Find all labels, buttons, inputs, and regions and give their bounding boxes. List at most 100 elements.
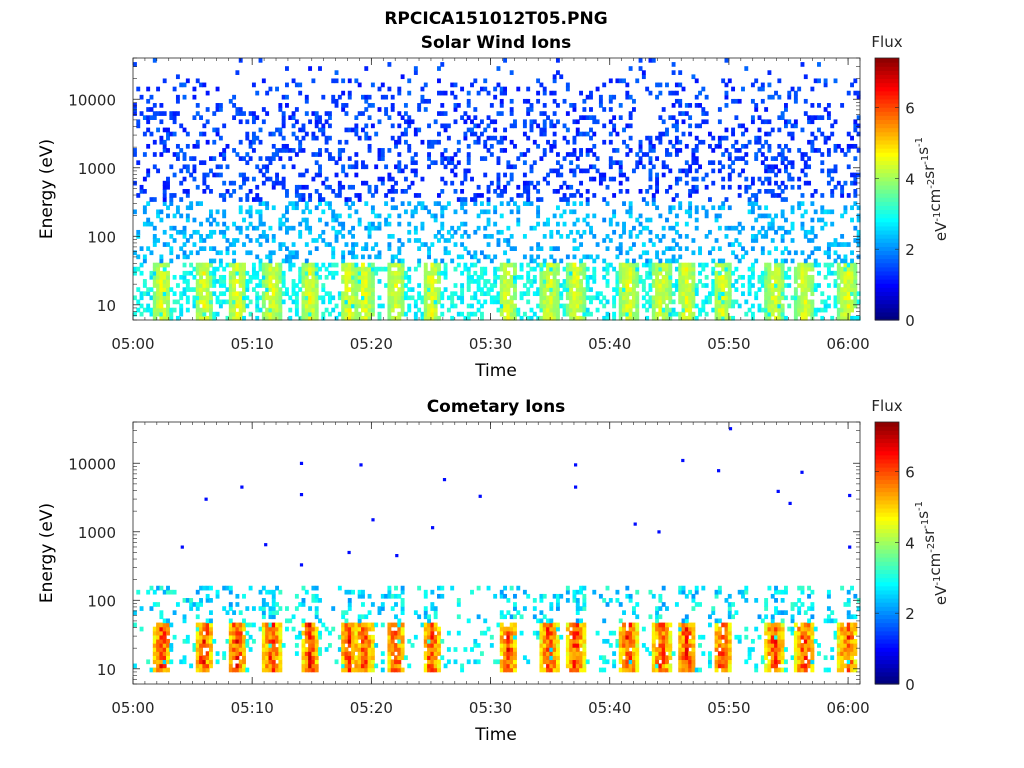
heatmap-cell bbox=[717, 274, 722, 280]
heatmap-cell bbox=[400, 287, 405, 292]
heatmap-cell bbox=[142, 152, 147, 157]
heatmap-cell bbox=[463, 135, 468, 141]
heatmap-cell bbox=[242, 217, 246, 223]
heatmap-cell bbox=[744, 311, 749, 317]
heatmap-cell bbox=[526, 291, 531, 297]
heatmap-cell bbox=[159, 585, 164, 591]
heatmap-cell bbox=[572, 274, 577, 280]
heatmap-cell bbox=[245, 234, 250, 239]
heatmap-cell bbox=[301, 279, 306, 284]
heatmap-cell bbox=[443, 111, 448, 116]
heatmap-cell bbox=[245, 270, 250, 276]
heatmap-cell bbox=[555, 172, 560, 178]
heatmap-cell bbox=[294, 82, 299, 88]
heatmap-cell bbox=[301, 307, 306, 313]
heatmap-cell bbox=[413, 131, 418, 137]
heatmap-cell bbox=[440, 221, 445, 227]
heatmap-cell bbox=[724, 148, 729, 153]
colorbar-swatch bbox=[875, 299, 899, 305]
heatmap-cell bbox=[579, 307, 584, 313]
heatmap-cell bbox=[717, 270, 722, 276]
heatmap-cell bbox=[354, 638, 359, 644]
heatmap-cell bbox=[440, 209, 445, 215]
heatmap-cell bbox=[278, 295, 283, 301]
heatmap-cell bbox=[741, 131, 745, 137]
heatmap-cell bbox=[463, 209, 468, 215]
heatmap-cell bbox=[615, 78, 620, 84]
heatmap-cell bbox=[760, 234, 765, 239]
heatmap-cell bbox=[166, 205, 170, 211]
heatmap-cell bbox=[370, 193, 375, 198]
heatmap-cell bbox=[308, 270, 313, 276]
heatmap-cell bbox=[430, 139, 435, 145]
heatmap-cell bbox=[357, 279, 362, 284]
heatmap-cell bbox=[668, 287, 673, 292]
heatmap-cell bbox=[618, 115, 623, 120]
heatmap-cell bbox=[526, 315, 531, 321]
heatmap-cell bbox=[727, 262, 732, 268]
heatmap-cell bbox=[298, 266, 303, 272]
heatmap-cell bbox=[820, 315, 825, 321]
heatmap-cell bbox=[473, 139, 478, 145]
heatmap-cell bbox=[327, 135, 332, 141]
heatmap-cell bbox=[684, 180, 689, 186]
heatmap-cell bbox=[394, 283, 398, 288]
heatmap-cell bbox=[767, 311, 772, 317]
heatmap-cell bbox=[271, 614, 276, 620]
heatmap-cell bbox=[172, 634, 177, 640]
heatmap-cell bbox=[400, 291, 405, 297]
heatmap-cell bbox=[727, 315, 732, 321]
heatmap-cell bbox=[681, 303, 686, 309]
heatmap-cell bbox=[361, 279, 365, 284]
heatmap-cell bbox=[265, 234, 270, 239]
heatmap-cell bbox=[344, 589, 349, 595]
heatmap-cell bbox=[281, 242, 286, 247]
heatmap-cell bbox=[651, 201, 656, 206]
heatmap-cell bbox=[258, 221, 263, 227]
colorbar-swatch bbox=[875, 311, 899, 317]
colorbar-label: eV-1cm-2sr-1s-1 bbox=[914, 137, 950, 241]
heatmap-cell bbox=[248, 139, 253, 145]
heatmap-cell bbox=[192, 143, 197, 149]
heatmap-cell bbox=[397, 86, 402, 92]
heatmap-cell bbox=[242, 291, 246, 297]
heatmap-cell bbox=[195, 291, 200, 297]
heatmap-cell bbox=[304, 663, 309, 669]
heatmap-cell bbox=[757, 148, 762, 153]
heatmap-cell bbox=[152, 667, 157, 673]
heatmap-cell bbox=[318, 598, 322, 603]
heatmap-cell bbox=[529, 180, 534, 186]
heatmap-cell bbox=[774, 303, 778, 309]
heatmap-cell bbox=[228, 315, 233, 321]
heatmap-cell bbox=[308, 229, 313, 235]
heatmap-cell bbox=[572, 270, 577, 276]
heatmap-cell bbox=[767, 189, 772, 194]
heatmap-cell bbox=[506, 303, 511, 309]
heatmap-cell bbox=[460, 270, 465, 276]
heatmap-cell bbox=[370, 279, 375, 284]
heatmap-cell bbox=[641, 197, 646, 202]
heatmap-cell bbox=[658, 311, 663, 317]
heatmap-cell bbox=[136, 254, 141, 260]
heatmap-cell bbox=[298, 602, 303, 607]
heatmap-cell bbox=[503, 58, 508, 63]
heatmap-cell bbox=[810, 148, 815, 153]
heatmap-cell bbox=[347, 622, 352, 628]
heatmap-cell bbox=[691, 184, 696, 190]
heatmap-cell bbox=[291, 250, 296, 256]
heatmap-cell bbox=[793, 311, 798, 317]
heatmap-cell bbox=[337, 148, 342, 153]
heatmap-cell bbox=[509, 262, 514, 268]
heatmap-cell bbox=[605, 201, 610, 206]
heatmap-cell bbox=[420, 205, 425, 211]
heatmap-cell bbox=[463, 197, 468, 202]
heatmap-cell bbox=[575, 295, 580, 301]
heatmap-cell bbox=[575, 131, 580, 137]
heatmap-cell bbox=[721, 291, 726, 297]
heatmap-cell bbox=[721, 201, 726, 206]
heatmap-cell bbox=[420, 176, 425, 182]
heatmap-cell bbox=[440, 205, 445, 211]
heatmap-cell bbox=[423, 303, 428, 309]
heatmap-cell bbox=[278, 659, 283, 665]
heatmap-cell bbox=[767, 262, 772, 268]
